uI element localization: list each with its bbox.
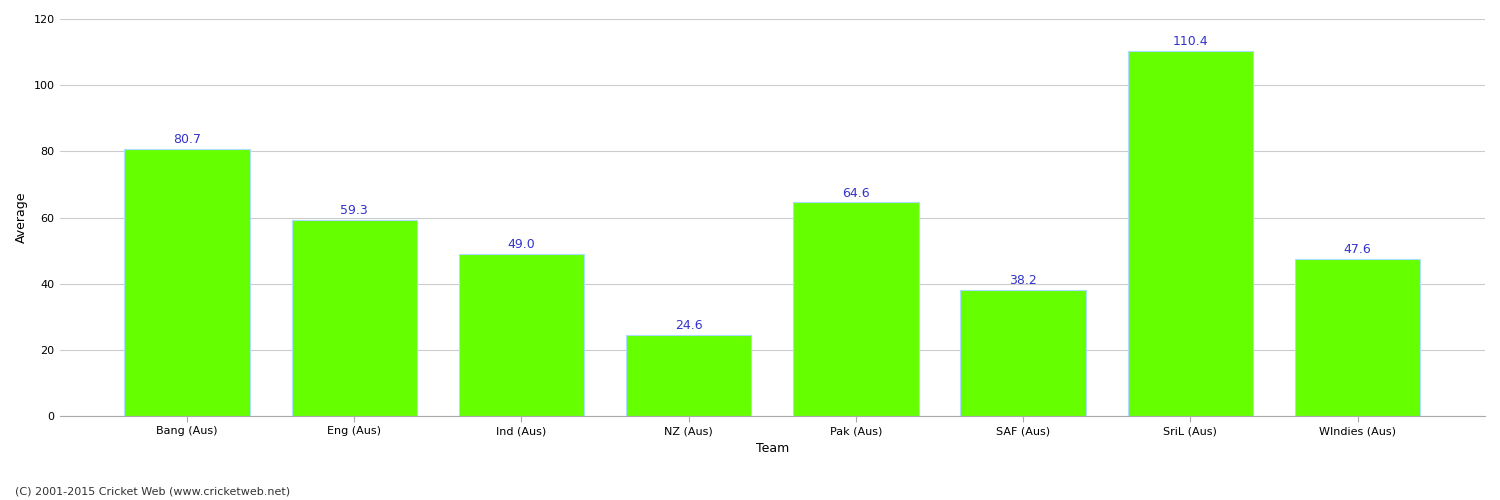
Text: 49.0: 49.0	[507, 238, 536, 252]
Bar	[1294, 258, 1420, 416]
Text: 24.6: 24.6	[675, 319, 702, 332]
Bar	[291, 220, 417, 416]
Text: 80.7: 80.7	[172, 134, 201, 146]
Text: 59.3: 59.3	[340, 204, 368, 217]
Text: 110.4: 110.4	[1173, 35, 1208, 48]
Bar	[794, 202, 918, 416]
Text: (C) 2001-2015 Cricket Web (www.cricketweb.net): (C) 2001-2015 Cricket Web (www.cricketwe…	[15, 487, 290, 497]
Bar	[960, 290, 1086, 416]
Bar	[124, 149, 249, 416]
Bar	[626, 334, 752, 416]
X-axis label: Team: Team	[756, 442, 789, 455]
Bar	[1128, 51, 1252, 416]
Text: 64.6: 64.6	[842, 186, 870, 200]
Text: 47.6: 47.6	[1344, 243, 1371, 256]
Text: 38.2: 38.2	[1010, 274, 1036, 287]
Y-axis label: Average: Average	[15, 192, 28, 244]
Bar	[459, 254, 584, 416]
